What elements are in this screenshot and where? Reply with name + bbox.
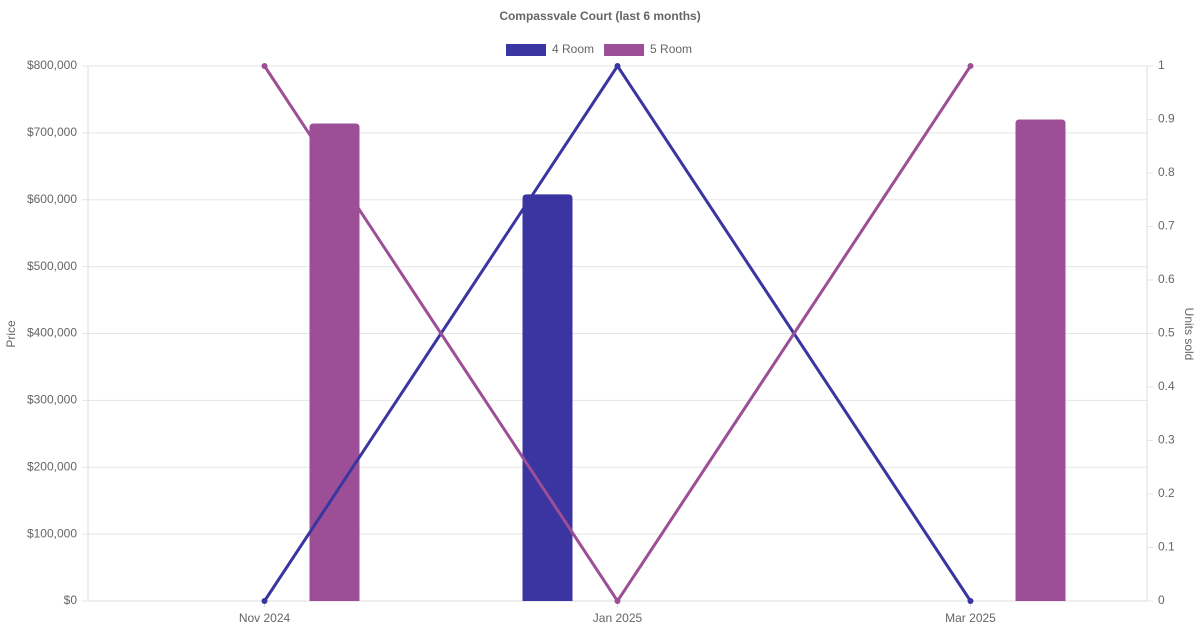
units-point — [261, 598, 268, 604]
x-tick-label: Nov 2024 — [239, 611, 291, 625]
y-tick-label: $600,000 — [27, 192, 77, 206]
units-point — [967, 598, 974, 604]
y2-tick-label: 0.4 — [1158, 379, 1175, 393]
units-point — [967, 63, 974, 69]
y2-tick-label: 0.7 — [1158, 219, 1175, 233]
x-tick-label: Jan 2025 — [593, 611, 643, 625]
legend-label: 5 Room — [650, 42, 692, 56]
y-tick-label: $800,000 — [27, 58, 77, 72]
units-point — [614, 598, 621, 604]
y2-tick-label: 0.5 — [1158, 326, 1175, 340]
legend-swatch — [604, 44, 645, 56]
y-tick-label: $500,000 — [27, 259, 77, 273]
y2-tick-label: 1 — [1158, 58, 1165, 72]
y-tick-label: $300,000 — [27, 393, 77, 407]
legend-label: 4 Room — [552, 42, 594, 56]
y-axis-title: Price — [4, 320, 18, 348]
units-point — [261, 63, 268, 69]
y-tick-label: $700,000 — [27, 125, 77, 139]
bar — [1015, 119, 1066, 601]
y-tick-label: $200,000 — [27, 459, 77, 473]
units-point — [614, 63, 621, 69]
bar — [522, 194, 573, 601]
x-tick-label: Mar 2025 — [945, 611, 996, 625]
y-tick-label: $0 — [64, 593, 78, 607]
y2-axis-title: Units sold — [1182, 308, 1196, 361]
y2-tick-label: 0.1 — [1158, 540, 1175, 554]
y2-tick-label: 0.3 — [1158, 433, 1175, 447]
bar — [309, 123, 360, 601]
y2-tick-label: 0.8 — [1158, 165, 1175, 179]
legend-swatch — [506, 44, 546, 56]
chart-title: Compassvale Court (last 6 months) — [499, 9, 700, 23]
y2-tick-label: 0.9 — [1158, 112, 1175, 126]
y2-tick-label: 0.6 — [1158, 272, 1175, 286]
y2-tick-label: 0 — [1158, 593, 1165, 607]
y-tick-label: $100,000 — [27, 526, 77, 540]
y-tick-label: $400,000 — [27, 326, 77, 340]
y2-tick-label: 0.2 — [1158, 486, 1175, 500]
